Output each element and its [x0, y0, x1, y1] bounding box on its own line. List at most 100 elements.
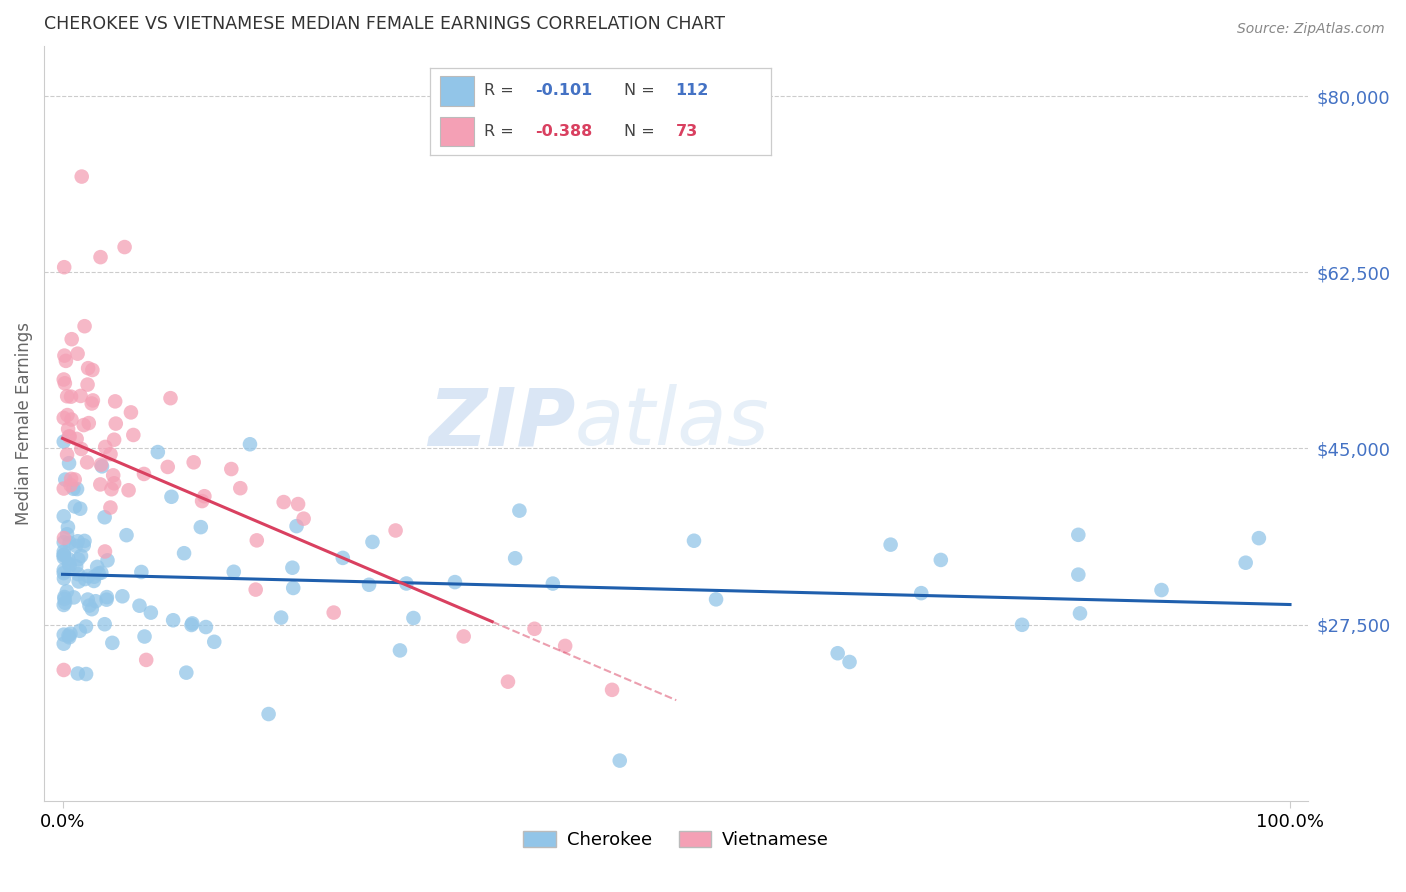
Point [183, 455, 205, 469]
Point [283, 581, 305, 595]
Point [67, 574, 90, 589]
Point [103, 476, 125, 491]
Point [62, 482, 84, 496]
Point [541, 576, 564, 591]
Point [131, 565, 153, 579]
Point [1069, 607, 1091, 621]
Point [53, 260, 76, 275]
Point [58, 536, 80, 550]
Point [134, 630, 156, 644]
Point [104, 417, 127, 431]
Point [58, 629, 80, 643]
Point [827, 646, 849, 660]
Point [60, 412, 83, 426]
Point [53, 376, 76, 391]
Point [508, 503, 530, 517]
Point [52, 598, 75, 612]
Point [122, 428, 145, 442]
Point [63, 500, 86, 514]
Text: atlas: atlas [575, 384, 770, 462]
Point [60, 332, 83, 346]
Point [66, 534, 89, 549]
Point [103, 468, 125, 483]
Point [388, 643, 411, 657]
Point [453, 629, 475, 643]
Point [67, 567, 90, 582]
Point [91, 459, 114, 474]
Point [190, 520, 212, 534]
Point [285, 519, 308, 533]
Point [1067, 528, 1090, 542]
Point [73, 572, 96, 586]
Point [70, 442, 93, 456]
Point [114, 240, 136, 254]
Legend: Cherokee, Vietnamese: Cherokee, Vietnamese [516, 823, 837, 856]
Point [52, 563, 75, 577]
Point [96, 553, 118, 567]
Point [53, 596, 76, 610]
Point [146, 445, 169, 459]
Point [73, 418, 96, 433]
Text: CHEROKEE VS VIETNAMESE MEDIAN FEMALE EARNINGS CORRELATION CHART: CHEROKEE VS VIETNAMESE MEDIAN FEMALE EAR… [44, 15, 725, 33]
Point [52, 411, 75, 425]
Point [103, 433, 125, 447]
Point [100, 500, 122, 515]
Point [69, 389, 91, 403]
Point [444, 575, 467, 590]
Point [139, 606, 162, 620]
Point [94, 544, 117, 558]
Point [90, 566, 112, 580]
Point [395, 576, 418, 591]
Point [65, 539, 87, 553]
Point [191, 494, 214, 508]
Text: Source: ZipAtlas.com: Source: ZipAtlas.com [1237, 22, 1385, 37]
Point [80, 602, 103, 616]
Point [52, 627, 75, 641]
Point [93, 617, 115, 632]
Point [384, 524, 406, 538]
Point [52, 571, 75, 585]
Point [69, 624, 91, 638]
Point [79, 599, 101, 613]
Point [246, 533, 269, 548]
Point [77, 361, 100, 376]
Point [58, 557, 80, 571]
Point [600, 682, 623, 697]
Point [160, 490, 183, 504]
Point [58, 552, 80, 566]
Point [80, 396, 103, 410]
Point [76, 377, 98, 392]
Point [56, 448, 79, 462]
Point [82, 363, 104, 377]
Point [89, 477, 111, 491]
Point [156, 459, 179, 474]
Point [159, 391, 181, 405]
Point [87, 566, 110, 581]
Point [60, 390, 83, 404]
Point [322, 606, 344, 620]
Point [100, 447, 122, 461]
Point [52, 544, 75, 558]
Point [101, 636, 124, 650]
Point [56, 527, 79, 541]
Point [402, 611, 425, 625]
Point [82, 393, 104, 408]
Point [59, 558, 82, 573]
Point [66, 666, 89, 681]
Point [52, 434, 75, 449]
Point [194, 620, 217, 634]
Point [63, 473, 86, 487]
Point [838, 655, 860, 669]
Point [76, 592, 98, 607]
Point [1150, 582, 1173, 597]
Point [257, 706, 280, 721]
Point [75, 619, 97, 633]
Point [193, 489, 215, 503]
Point [180, 618, 202, 632]
Point [202, 635, 225, 649]
Point [66, 347, 89, 361]
Point [90, 458, 112, 472]
Point [929, 553, 952, 567]
Point [73, 319, 96, 334]
Point [1011, 617, 1033, 632]
